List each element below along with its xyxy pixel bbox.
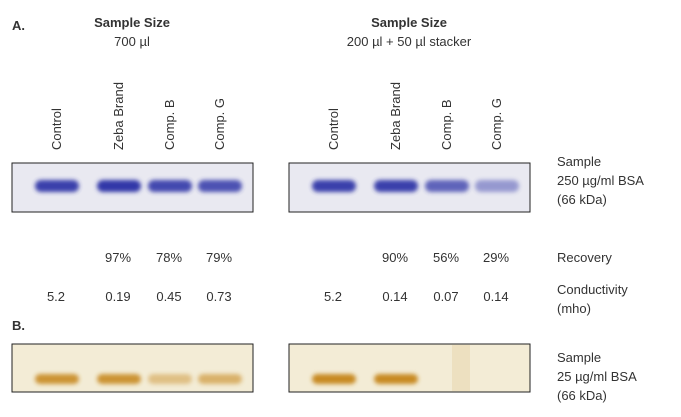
sample-label: (66 kDa) bbox=[557, 388, 607, 403]
recovery-value: 78% bbox=[156, 250, 182, 265]
lane-label: Comp. G bbox=[489, 98, 504, 150]
band bbox=[374, 180, 418, 192]
recovery-value: 29% bbox=[483, 250, 509, 265]
conductivity-value: 0.14 bbox=[483, 289, 508, 304]
lane-label: Zeba Brand bbox=[111, 82, 126, 150]
figure: A. B. Sample 250 µg/ml BSA (66 kDa) Reco… bbox=[0, 0, 681, 412]
lane-label: Zeba Brand bbox=[388, 82, 403, 150]
sample-label: Sample bbox=[557, 154, 601, 169]
band bbox=[312, 180, 356, 192]
recovery-value: 97% bbox=[105, 250, 131, 265]
band bbox=[35, 374, 79, 384]
panel-label: B. bbox=[12, 318, 25, 333]
lane-label: Comp. B bbox=[162, 99, 177, 150]
conductivity-value: 0.19 bbox=[105, 289, 130, 304]
recovery-value: 56% bbox=[433, 250, 459, 265]
sample-label: (66 kDa) bbox=[557, 192, 607, 207]
sample-label: 25 µg/ml BSA bbox=[557, 369, 637, 384]
group-volume: 200 µl + 50 µl stacker bbox=[347, 34, 472, 49]
conductivity-value: 0.73 bbox=[206, 289, 231, 304]
gel bbox=[289, 344, 530, 392]
band bbox=[374, 374, 418, 384]
band bbox=[198, 180, 242, 192]
panel-label: A. bbox=[12, 18, 25, 33]
band bbox=[35, 180, 79, 192]
gel-smear bbox=[452, 345, 470, 391]
recovery-value: 90% bbox=[382, 250, 408, 265]
band bbox=[97, 180, 141, 192]
lane-label: Control bbox=[49, 108, 64, 150]
band bbox=[425, 180, 469, 192]
band bbox=[198, 374, 242, 384]
sample-label: Sample bbox=[557, 350, 601, 365]
sample-label: 250 µg/ml BSA bbox=[557, 173, 644, 188]
gel bbox=[12, 344, 253, 392]
band bbox=[148, 180, 192, 192]
row-label: (mho) bbox=[557, 301, 591, 316]
lane-label: Comp. G bbox=[212, 98, 227, 150]
band bbox=[148, 374, 192, 384]
band bbox=[97, 374, 141, 384]
conductivity-value: 5.2 bbox=[324, 289, 342, 304]
conductivity-value: 0.45 bbox=[156, 289, 181, 304]
conductivity-value: 0.14 bbox=[382, 289, 407, 304]
band bbox=[475, 180, 519, 192]
group-title: Sample Size bbox=[371, 15, 447, 30]
recovery-value: 79% bbox=[206, 250, 232, 265]
group-volume: 700 µl bbox=[114, 34, 150, 49]
group-title: Sample Size bbox=[94, 15, 170, 30]
row-label: Recovery bbox=[557, 250, 612, 265]
conductivity-value: 0.07 bbox=[433, 289, 458, 304]
conductivity-value: 5.2 bbox=[47, 289, 65, 304]
lane-label: Control bbox=[326, 108, 341, 150]
band bbox=[312, 374, 356, 384]
lane-label: Comp. B bbox=[439, 99, 454, 150]
row-label: Conductivity bbox=[557, 282, 628, 297]
